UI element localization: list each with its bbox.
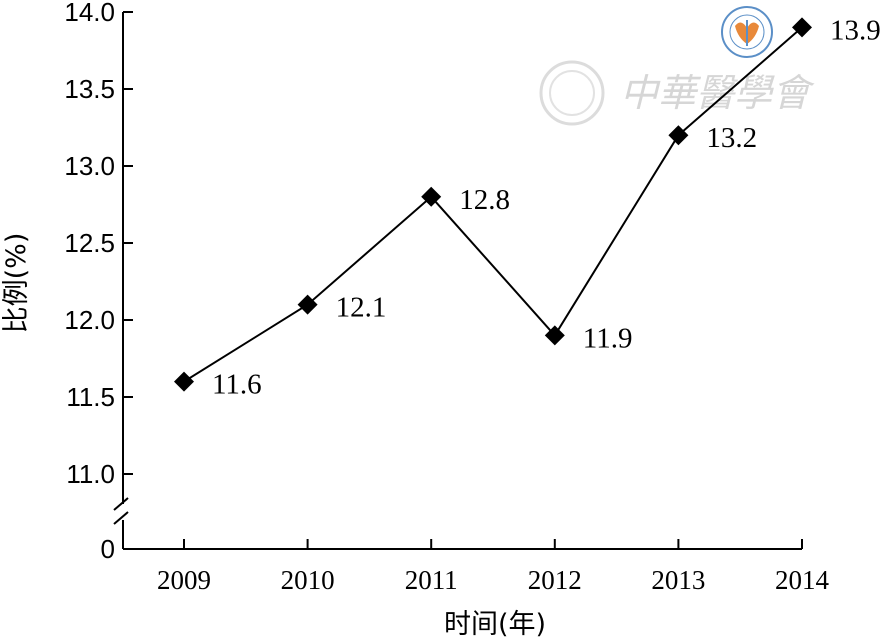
watermark-text: 中華醫學會 (620, 71, 815, 115)
x-tick-label: 2014 (775, 565, 830, 595)
data-label: 13.2 (706, 122, 757, 154)
data-point-marker (297, 294, 318, 315)
data-label: 12.1 (336, 292, 387, 324)
x-tick-label: 2013 (651, 565, 705, 595)
data-label: 12.8 (459, 184, 510, 216)
y-tick-label: 0 (101, 534, 115, 564)
x-tick-label: 2009 (157, 565, 211, 595)
y-tick-label: 11.0 (66, 459, 115, 489)
watermark-seal-icon (539, 60, 605, 126)
y-tick-label: 14.0 (64, 0, 115, 27)
data-point-marker (544, 325, 565, 346)
data-label: 11.6 (212, 369, 262, 401)
x-axis-title: 时间(年) (444, 609, 546, 640)
y-tick-label: 13.0 (64, 151, 115, 181)
x-tick-label: 2010 (281, 565, 335, 595)
axes: 14.0 13.5 13.0 12.5 12.0 11.5 11.0 0 2009 2010 201… (64, 0, 829, 595)
y-tick-label: 12.5 (64, 228, 115, 258)
axis-break-mark (113, 497, 129, 511)
data-point-marker (174, 371, 194, 392)
x-tick-label: 2011 (405, 565, 458, 595)
data-point-marker (421, 186, 442, 207)
y-tick-label: 12.0 (64, 305, 115, 335)
data-label: 11.9 (583, 322, 633, 354)
x-tick-label: 2012 (528, 565, 582, 595)
watermark: 中華醫學會 (539, 6, 815, 126)
series-polyline (183, 26, 803, 383)
society-logo-icon (721, 6, 773, 58)
axis-break-mark (113, 511, 129, 525)
y-tick-label: 13.5 (64, 74, 115, 104)
data-label: 13.9 (830, 14, 880, 46)
y-tick-label: 11.5 (66, 382, 115, 412)
data-point-marker (668, 125, 689, 146)
series-line (174, 17, 812, 392)
data-point-marker (792, 17, 812, 38)
y-axis-title: 比例(%) (1, 233, 32, 334)
data-labels: 11.6 12.1 12.8 11.9 13.2 13.9 (212, 14, 880, 400)
